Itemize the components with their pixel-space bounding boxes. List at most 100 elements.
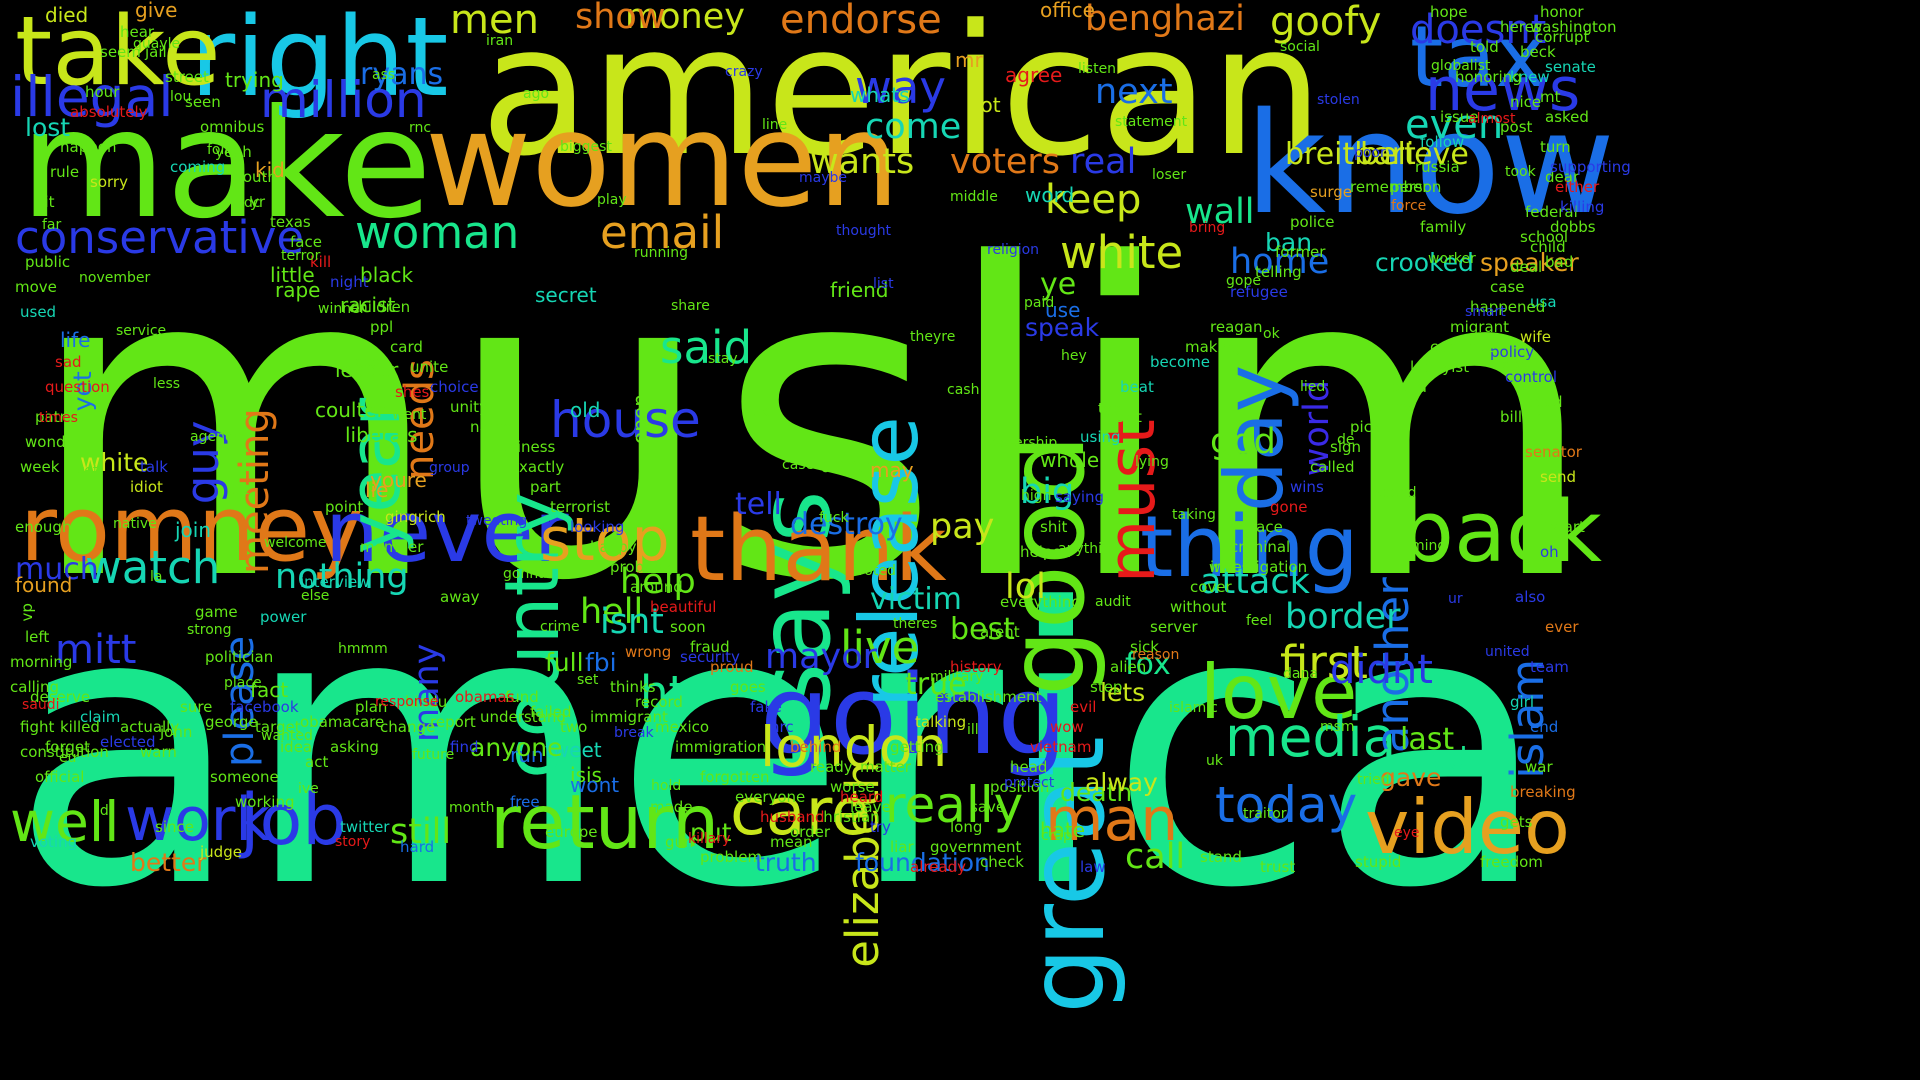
cloud-word: john <box>160 723 193 741</box>
cloud-word: illegal <box>10 65 174 129</box>
cloud-word: girl <box>1510 693 1535 711</box>
cloud-word: lost <box>25 113 71 142</box>
cloud-word: working <box>235 793 295 811</box>
cloud-word: using <box>1080 428 1121 446</box>
cloud-word: london <box>760 715 948 779</box>
cloud-word: remember <box>1350 178 1429 196</box>
cloud-word: gope <box>1226 273 1261 289</box>
cloud-word: stop <box>540 505 670 575</box>
cloud-word: live <box>840 621 920 674</box>
cloud-word: gone <box>1270 498 1308 516</box>
cloud-word: open <box>628 394 652 444</box>
cloud-word: right <box>190 0 449 121</box>
cloud-word: friend <box>830 278 889 302</box>
cloud-word: thinks <box>610 678 656 696</box>
cloud-word: america <box>10 528 1551 971</box>
cloud-word: cover <box>1190 578 1232 596</box>
cloud-word: white <box>80 448 149 477</box>
cloud-word: back <box>1400 483 1602 582</box>
cloud-word: sick <box>1130 638 1159 656</box>
cloud-word: lol <box>1005 567 1046 607</box>
cloud-word: understand <box>480 708 566 726</box>
cloud-word: vietnam <box>1030 738 1092 756</box>
cloud-word: response <box>375 694 439 710</box>
cloud-word: lot <box>975 93 1001 117</box>
cloud-word: endorse <box>780 0 942 43</box>
cloud-word: away <box>440 588 480 606</box>
cloud-word: seen <box>185 93 221 111</box>
cloud-word: asking <box>330 738 379 756</box>
cloud-word: washington <box>1530 18 1617 36</box>
cloud-word: oh <box>1540 543 1559 561</box>
cloud-word: return <box>490 778 720 866</box>
cloud-word: russia <box>1415 158 1460 176</box>
cloud-word: use <box>1045 298 1081 322</box>
cloud-word: free <box>510 793 540 811</box>
cloud-word: omnibus <box>200 118 265 136</box>
cloud-word: used <box>20 303 57 321</box>
cloud-word: take <box>15 0 221 107</box>
cloud-word: attack <box>1200 562 1310 602</box>
cloud-word: money <box>625 0 745 37</box>
cloud-word: high <box>1021 488 1052 504</box>
cloud-word: maybe <box>799 170 848 186</box>
cloud-word: heres <box>1500 18 1542 36</box>
cloud-word: nice <box>1510 93 1542 111</box>
cloud-word: change <box>380 718 436 736</box>
cloud-word: talking <box>915 713 967 731</box>
cloud-word: big <box>1020 472 1075 512</box>
cloud-word: left <box>25 628 50 646</box>
cloud-word: welcome <box>264 535 327 551</box>
cloud-word: order <box>790 823 830 841</box>
cloud-word: times <box>39 410 78 426</box>
cloud-word: law <box>1080 858 1106 876</box>
cloud-word: wait <box>1209 560 1239 576</box>
cloud-word: line <box>762 117 788 133</box>
cloud-word: pay <box>930 507 995 547</box>
cloud-word: beautiful <box>650 598 717 616</box>
cloud-word: took <box>1505 164 1536 180</box>
cloud-word: tweet <box>545 738 602 762</box>
cloud-word: cut <box>227 482 250 498</box>
cloud-word: put <box>690 818 732 847</box>
cloud-word: hrc <box>770 718 794 736</box>
cloud-word: care <box>730 775 871 850</box>
cloud-word: forget <box>45 738 90 756</box>
cloud-word: conservative <box>15 211 305 264</box>
cloud-word: voted <box>856 563 896 579</box>
cloud-word: happened <box>1470 298 1546 316</box>
cloud-word: news <box>1425 55 1581 125</box>
cloud-word: coulter <box>315 398 385 422</box>
cloud-word: happen <box>60 138 117 156</box>
cloud-word: uk <box>1206 753 1223 769</box>
cloud-word: fact <box>250 678 289 702</box>
cloud-word: business <box>490 438 556 456</box>
cloud-word: traitor <box>1243 806 1287 822</box>
cloud-word: idiot <box>130 478 163 496</box>
cloud-word: plan <box>355 698 388 716</box>
cloud-word: husband <box>760 808 825 826</box>
cloud-word: policy <box>1490 343 1535 361</box>
cloud-word: ye <box>1040 267 1077 302</box>
cloud-word: choice <box>430 378 479 396</box>
cloud-word: school <box>1520 228 1569 246</box>
cloud-word: november <box>79 270 151 286</box>
cloud-word: speak <box>1025 313 1100 342</box>
cloud-word: point <box>325 498 364 516</box>
cloud-word: call <box>1125 837 1186 877</box>
cloud-word: exactly <box>510 458 565 476</box>
cloud-word: act <box>305 753 329 771</box>
cloud-word: honor <box>1540 3 1584 21</box>
cloud-word: sad <box>55 353 82 371</box>
cloud-word: forgotten <box>700 768 770 786</box>
cloud-word: service <box>116 323 167 339</box>
cloud-word: gonna <box>503 566 547 582</box>
cloud-word: thank <box>690 497 947 602</box>
cloud-word: ppl <box>370 318 394 336</box>
cloud-word: black <box>360 263 414 287</box>
cloud-word: wow <box>1050 718 1084 736</box>
cloud-word: public <box>25 253 71 271</box>
cloud-word: really <box>885 776 1024 834</box>
cloud-word: little <box>270 263 315 287</box>
